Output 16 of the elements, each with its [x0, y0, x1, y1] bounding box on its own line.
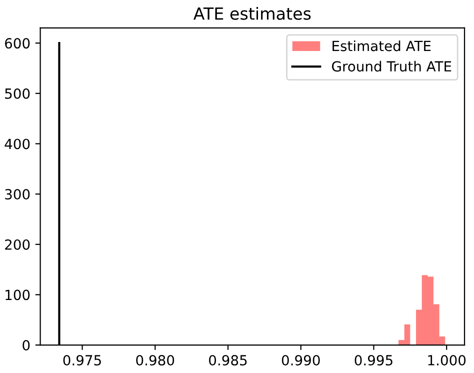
- legend-label: Ground Truth ATE: [332, 60, 452, 72]
- chart-title: ATE estimates: [193, 6, 311, 20]
- y-tick-label: 0: [22, 340, 30, 350]
- y-tick-label: 500: [5, 88, 30, 99]
- x-tick-label: 0.985: [209, 354, 247, 366]
- y-tick-label: 400: [4, 138, 30, 150]
- y-tick-label: 100: [6, 290, 30, 300]
- x-tick-label: 0.975: [63, 354, 101, 366]
- y-tick-label: 300: [5, 189, 30, 200]
- x-tick-label: 0.990: [282, 354, 320, 366]
- x-tick-label: 1.000: [428, 354, 466, 366]
- x-tick-label: 0.980: [136, 354, 174, 366]
- x-tick-label: 0.995: [354, 354, 392, 366]
- y-tick-label: 200: [5, 239, 30, 250]
- legend-label: Estimated ATE: [332, 40, 431, 52]
- y-tick-label: 600: [5, 38, 30, 49]
